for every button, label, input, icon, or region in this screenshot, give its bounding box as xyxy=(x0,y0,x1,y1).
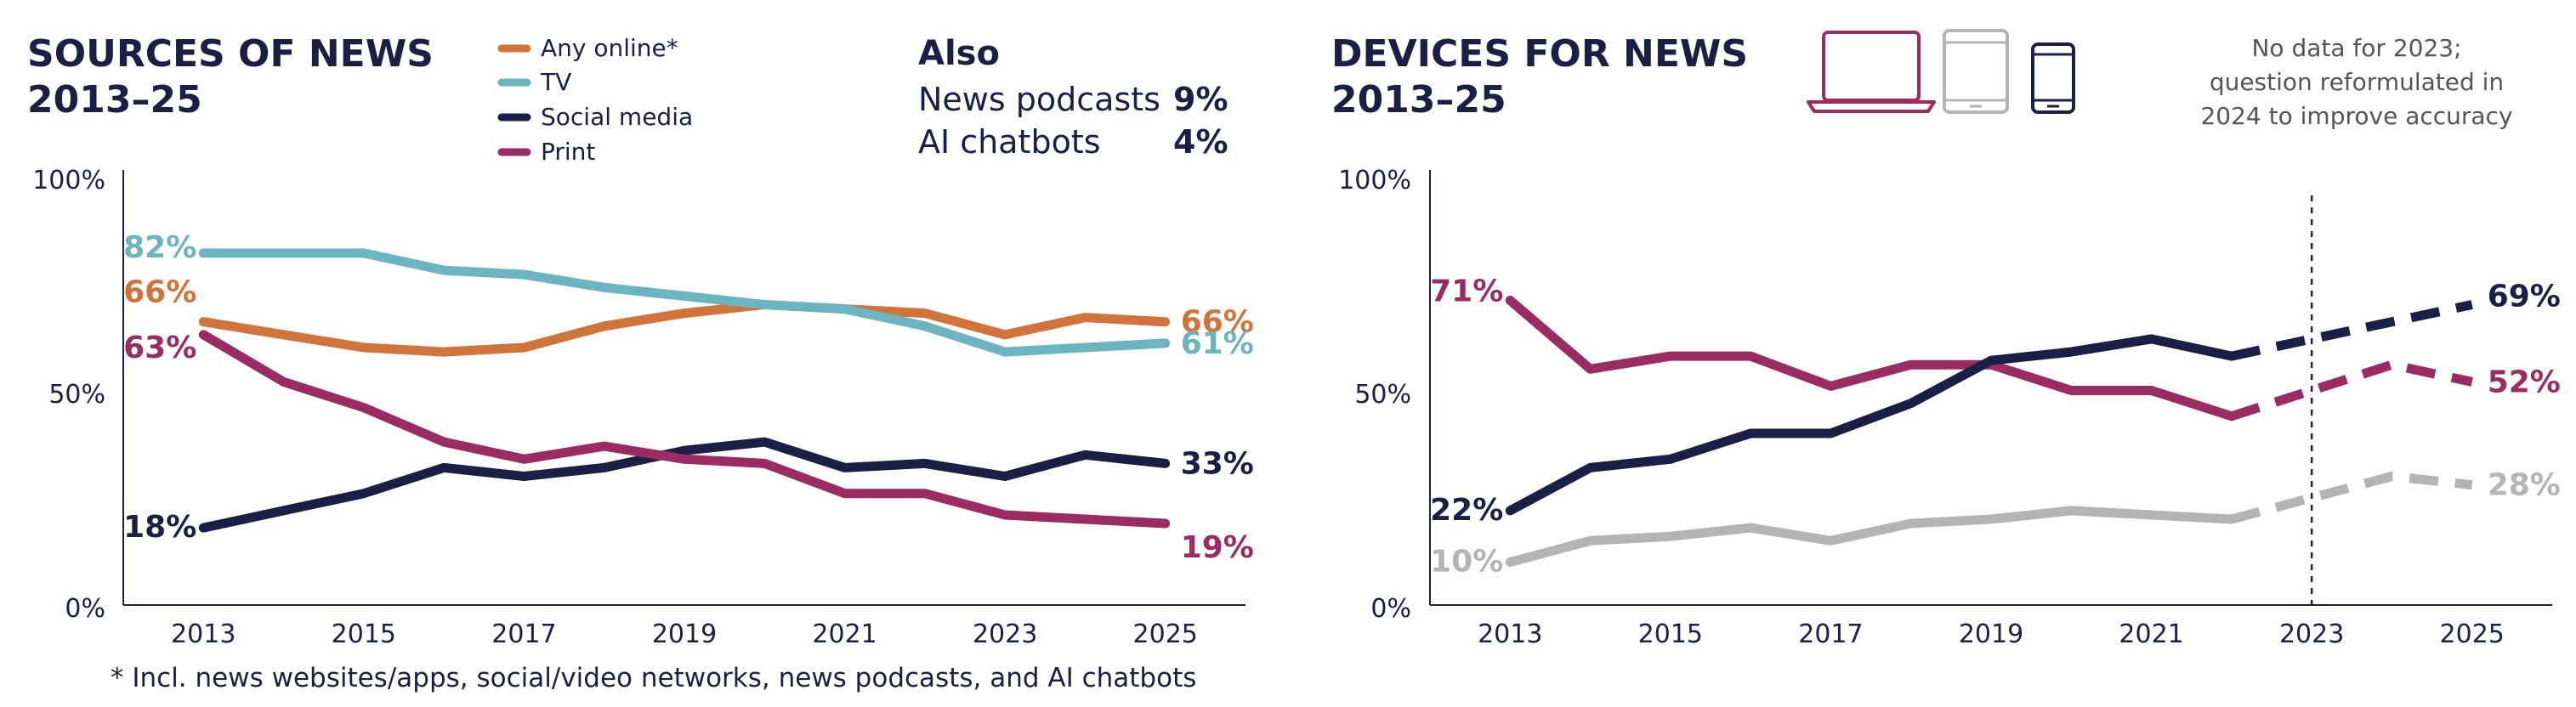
devices-title: DEVICES FOR NEWS xyxy=(1331,32,1748,76)
devices-subtitle: 2013–25 xyxy=(1331,78,1506,122)
y-tick-label: 50% xyxy=(48,380,105,410)
also-item-value: 4% xyxy=(1173,123,1228,161)
devices-chart: DEVICES FOR NEWS 2013–25 No data for 202… xyxy=(1331,29,2561,649)
x-tick-label: 2021 xyxy=(812,619,877,649)
series-dashed-computer xyxy=(2230,359,2473,421)
end-label-any-online: 66% xyxy=(1181,305,1254,340)
annotation-line: 2024 to improve accuracy xyxy=(2200,102,2512,130)
start-label-social-media: 18% xyxy=(123,510,196,545)
series-line-any-online xyxy=(198,300,1171,357)
legend-label-online: Any online* xyxy=(541,34,678,62)
x-tick-label: 2025 xyxy=(1133,619,1198,649)
also-heading: Also xyxy=(918,34,1000,73)
also-item-value: 9% xyxy=(1173,81,1228,118)
x-tick-label: 2015 xyxy=(1638,619,1703,649)
y-tick-label: 0% xyxy=(65,594,105,624)
sources-chart: SOURCES OF NEWS 2013–25 Any online* TV S… xyxy=(27,32,1254,693)
x-tick-label: 2025 xyxy=(2440,619,2505,649)
x-tick-label: 2019 xyxy=(1959,619,2023,649)
series-line-tv xyxy=(198,248,1171,357)
start-label-tablet: 10% xyxy=(1430,545,1503,580)
end-label-smartphone: 69% xyxy=(2488,280,2561,314)
x-ticks: 2013 2015 2017 2019 2021 2023 2025 xyxy=(171,619,1198,649)
laptop-icon xyxy=(1807,31,1936,113)
end-label-tv: 61% xyxy=(1181,326,1254,361)
x-tick-label: 2021 xyxy=(2119,619,2183,649)
series-line-print xyxy=(198,330,1171,529)
data-labels: 71% 52% 22% 69% 10% 28% xyxy=(1430,274,2561,579)
sources-legend: Any online* TV Social media Print xyxy=(497,34,693,166)
x-tick-label: 2013 xyxy=(1478,619,1542,649)
start-label-smartphone: 22% xyxy=(1430,493,1503,528)
x-tick-label: 2023 xyxy=(2279,619,2344,649)
legend-label-print: Print xyxy=(541,138,595,166)
data-labels: 66% 66% 82% 61% 18% 33% 63% 19% xyxy=(123,230,1254,565)
y-tick-label: 0% xyxy=(1370,594,1411,624)
y-tick-label: 100% xyxy=(32,166,105,195)
y-tick-label: 100% xyxy=(1338,166,1411,195)
sources-subtitle: 2013–25 xyxy=(27,78,202,122)
x-tick-label: 2017 xyxy=(491,619,556,649)
end-label-tablet: 28% xyxy=(2488,468,2561,503)
start-label-any-online: 66% xyxy=(123,275,196,310)
x-tick-label: 2013 xyxy=(171,619,235,649)
legend-label-social: Social media xyxy=(541,103,693,131)
start-label-print: 63% xyxy=(123,331,196,365)
series-dashed-smartphone xyxy=(2230,300,2473,361)
x-tick-label: 2015 xyxy=(332,619,396,649)
end-label-print: 19% xyxy=(1181,530,1254,565)
smartphone-icon xyxy=(2031,42,2075,114)
x-tick-label: 2023 xyxy=(973,619,1037,649)
annotation-line: question reformulated in xyxy=(2210,68,2504,96)
x-tick-label: 2019 xyxy=(652,619,717,649)
also-item-label: AI chatbots xyxy=(918,123,1101,161)
series-line-computer xyxy=(1505,296,2237,421)
series-line-tablet xyxy=(1505,506,2237,567)
footnote: * Incl. news websites/apps, social/video… xyxy=(111,663,1196,693)
also-item-label: News podcasts xyxy=(918,81,1160,118)
start-label-computer: 71% xyxy=(1430,274,1503,308)
series-line-smartphone xyxy=(1505,334,2237,516)
also-box: Also News podcasts 9% AI chatbots 4% xyxy=(918,34,1228,161)
end-label-social-media: 33% xyxy=(1181,446,1254,481)
series-group xyxy=(1505,296,2473,567)
start-label-tv: 82% xyxy=(123,230,196,265)
series-group xyxy=(198,248,1171,533)
x-tick-label: 2017 xyxy=(1798,619,1863,649)
end-label-computer: 52% xyxy=(2488,365,2561,399)
sources-title: SOURCES OF NEWS xyxy=(27,32,434,76)
x-ticks: 2013 2015 2017 2019 2021 2023 2025 xyxy=(1478,619,2505,649)
tablet-icon xyxy=(1943,29,2009,114)
y-tick-label: 50% xyxy=(1354,380,1411,410)
annotation-line: No data for 2023; xyxy=(2251,34,2461,62)
series-line-social-media xyxy=(198,437,1171,533)
legend-label-tv: TV xyxy=(540,68,571,96)
series-dashed-tablet xyxy=(2230,472,2473,524)
